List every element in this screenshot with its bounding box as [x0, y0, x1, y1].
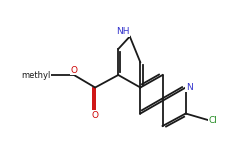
- Text: Cl: Cl: [209, 116, 218, 125]
- Text: NH: NH: [116, 27, 130, 36]
- Text: O: O: [70, 66, 78, 75]
- Text: N: N: [186, 83, 192, 92]
- Text: methyl: methyl: [22, 70, 51, 80]
- Text: O: O: [92, 111, 99, 120]
